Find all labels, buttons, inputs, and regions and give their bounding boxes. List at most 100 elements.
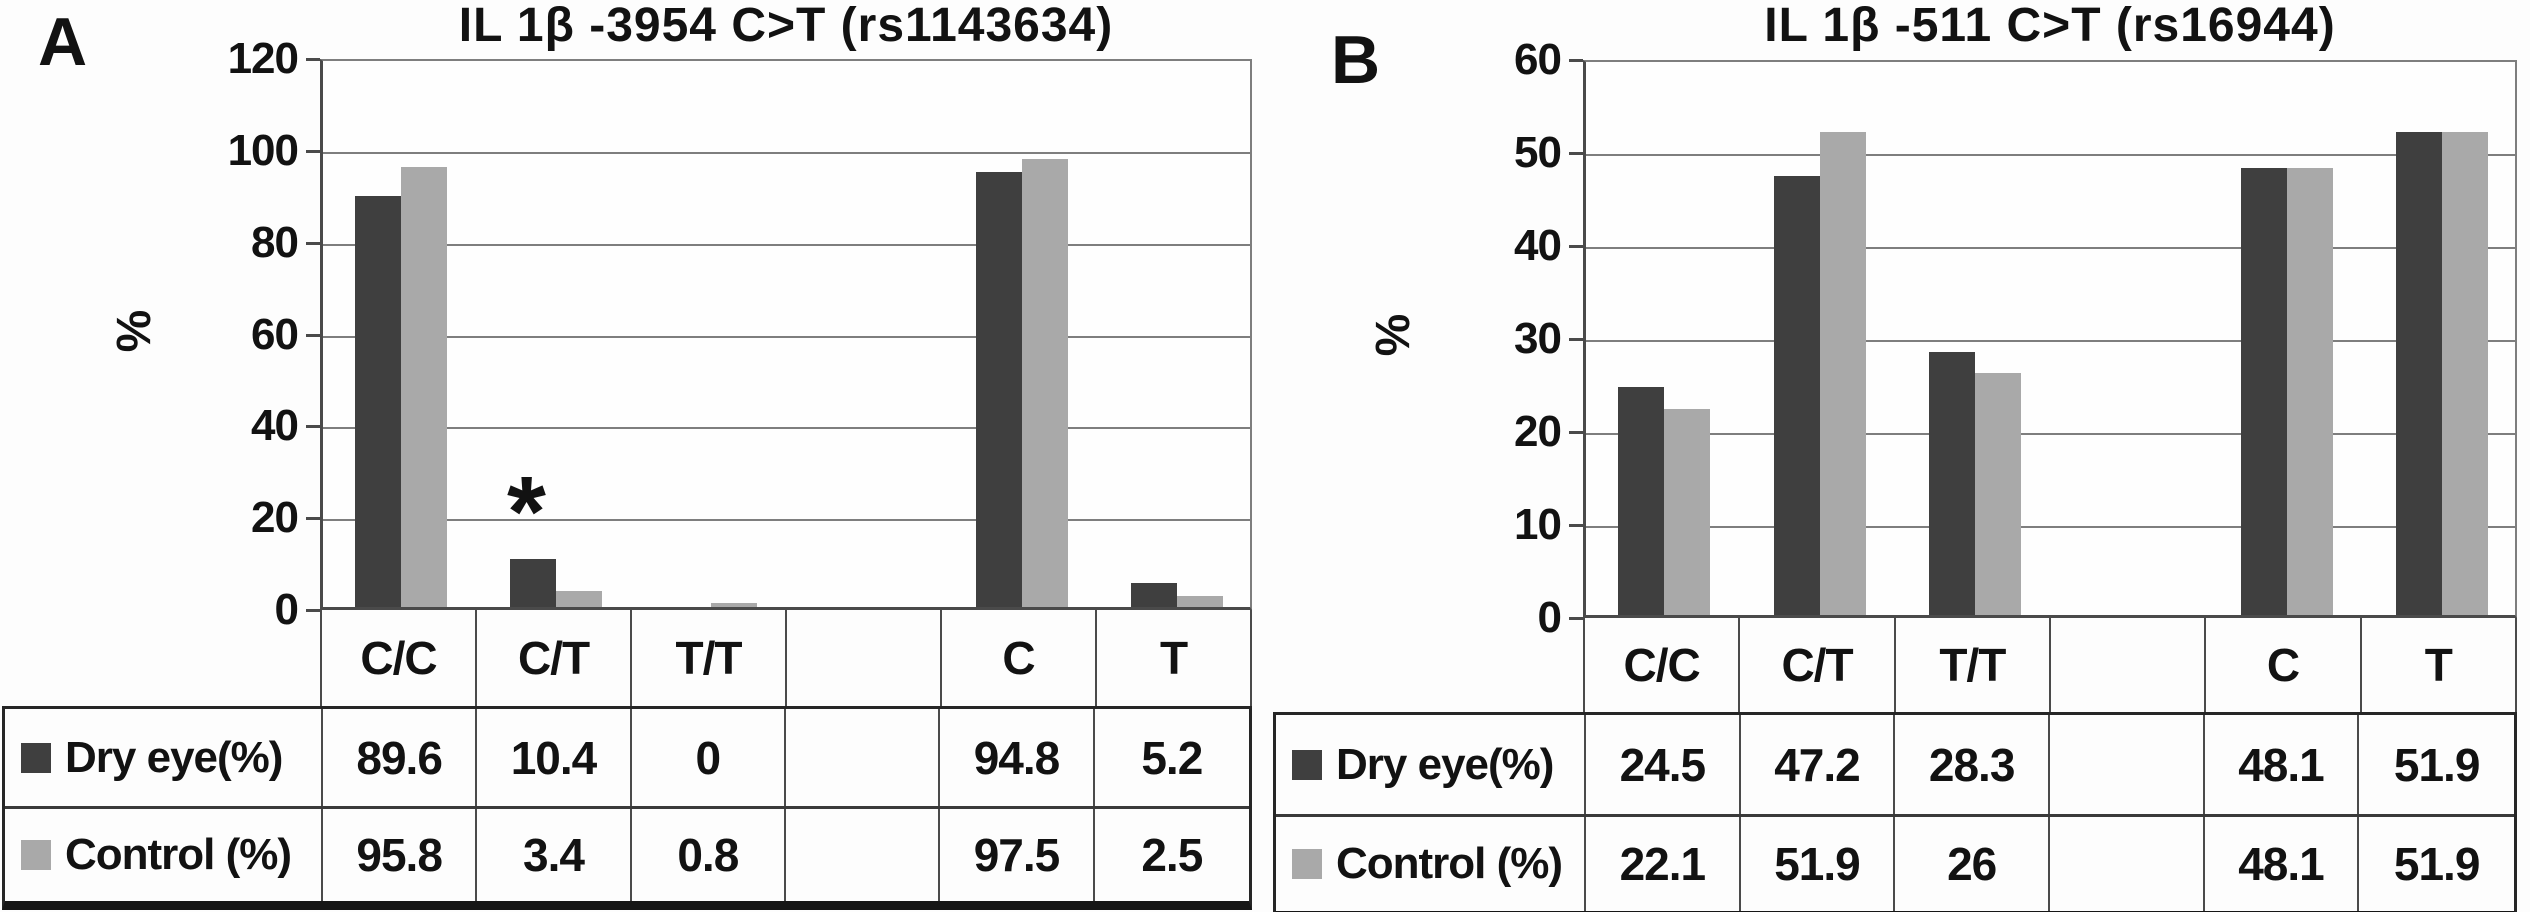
category-cell-t-t: T/T (1896, 618, 2051, 712)
category-cell-c-c: C/C (1585, 618, 1741, 712)
bar-dry-eye-t-t (1929, 352, 1975, 615)
value-cell-control-blank (786, 809, 941, 901)
gridline-40 (1586, 247, 2515, 249)
value-cell-control-t-t: 26 (1895, 817, 2050, 911)
gridline-60 (323, 335, 1250, 338)
value-cell-dry-eye-c-c: 24.5 (1586, 715, 1741, 814)
gridline-10 (1586, 526, 2515, 528)
category-cell-t: T (2362, 618, 2517, 712)
category-cell-c-t: C/T (1740, 618, 1896, 712)
y-tick-label-60: 60 (1514, 35, 1562, 84)
series-name-dry-eye: Dry eye(%) (1336, 739, 1554, 789)
legend-swatch-dry-eye (21, 742, 51, 773)
chart-a-plot-area (320, 59, 1252, 610)
value-cell-control-t: 51.9 (2393, 838, 2481, 890)
panel-b: B IL 1β -511 C>T (rs16944) % 0 10 20 30 40 50… (1265, 0, 2530, 912)
gridline-40 (323, 427, 1250, 430)
gridline-20 (1586, 433, 2515, 435)
legend-swatch-control (1292, 849, 1322, 879)
value-cell-dry-eye-c-c: 89.6 (323, 709, 478, 806)
y-tick-mark-40 (306, 425, 320, 429)
bar-control-t-t (711, 603, 757, 607)
series-name-dry-eye: Dry eye(%) (65, 732, 283, 782)
series-label-cell-dry-eye: Dry eye(%) (5, 709, 323, 806)
category-cell-c: C (2206, 618, 2362, 712)
data-table: Dry eye(%) 89.6 10.4 0 94.8 5.2 Control (%) 95.… (2, 706, 1252, 910)
y-tick-label-20: 20 (251, 493, 299, 543)
chart-a-title: IL 1β -3954 C>T (rs1143634) (458, 0, 1114, 52)
bar-control-c-c (401, 167, 447, 607)
bar-control-c-t (556, 591, 602, 607)
bar-control-c-c (1664, 409, 1710, 615)
bar-control-c-t (1820, 132, 1866, 615)
y-tick-mark-50 (1569, 152, 1583, 155)
category-header-row: C/C C/T T/T C T (1583, 618, 2517, 712)
bar-dry-eye-c-t (510, 559, 556, 607)
series-name-control: Control (%) (1336, 839, 1563, 888)
y-tick-mark-30 (1569, 338, 1583, 341)
value-cell-control-c: 97.5 (940, 809, 1095, 901)
y-tick-label-40: 40 (251, 401, 299, 451)
value-cell-control-blank (2050, 817, 2205, 911)
y-tick-label-60: 60 (251, 309, 299, 359)
category-header-row: C/C C/T T/T C T (320, 610, 1252, 706)
y-tick-label-100: 100 (227, 125, 299, 175)
panel-b-label: B (1331, 22, 1381, 98)
bar-dry-eye-c (2241, 168, 2287, 615)
value-cell-dry-eye-blank (786, 709, 941, 806)
y-tick-mark-0 (306, 609, 320, 612)
value-cell-dry-eye-blank (2050, 715, 2205, 814)
value-cell-dry-eye-t: 51.9 (2393, 738, 2481, 791)
value-cell-dry-eye-c: 94.8 (940, 709, 1095, 806)
value-cell-control-t: 2.5 (1141, 829, 1203, 881)
value-cell-control-c-t: 51.9 (1741, 817, 1896, 911)
value-cell-dry-eye-t: 5.2 (1141, 731, 1203, 784)
series-label-cell-control: Control (%) (1276, 817, 1586, 911)
significance-asterisk: * (507, 456, 546, 568)
value-cell-dry-eye-t-t: 0 (632, 709, 786, 806)
series-label-cell-dry-eye: Dry eye(%) (1276, 715, 1586, 814)
value-cell-control-c-t: 3.4 (477, 809, 632, 901)
value-cell-control-c: 48.1 (2205, 817, 2360, 911)
y-tick-mark-100 (306, 149, 320, 153)
y-tick-label-0: 0 (1537, 593, 1562, 642)
chart-b-title: IL 1β -511 C>T (rs16944) (1764, 0, 2336, 52)
legend-swatch-control (21, 840, 51, 870)
category-cell-blank (787, 610, 942, 706)
table-row-control: Control (%) 22.1 51.9 26 48.1 51.9 (1276, 817, 2514, 911)
y-tick-label-30: 30 (1514, 314, 1562, 363)
y-tick-label-20: 20 (1514, 407, 1562, 456)
series-name-control: Control (%) (65, 830, 292, 879)
value-cell-control-c-c: 22.1 (1586, 817, 1741, 911)
gridline-30 (1586, 340, 2515, 342)
y-tick-mark-80 (306, 241, 320, 245)
value-cell-dry-eye-c: 48.1 (2205, 715, 2360, 814)
value-cell-control-t-t: 0.8 (632, 809, 786, 901)
y-tick-mark-0 (1569, 617, 1583, 620)
y-tick-label-120: 120 (227, 34, 299, 83)
gridline-100 (323, 151, 1250, 154)
category-cell-c-t: C/T (477, 610, 632, 706)
y-tick-mark-40 (1569, 245, 1583, 248)
y-tick-mark-20 (306, 517, 320, 521)
y-tick-mark-60 (1569, 59, 1583, 62)
table-row-dry-eye: Dry eye(%) 89.6 10.4 0 94.8 5.2 (5, 709, 1249, 809)
panel-a: A IL 1β -3954 C>T (rs1143634) % 0 20 40 60 8… (2, 0, 1252, 910)
table-row-dry-eye: Dry eye(%) 24.5 47.2 28.3 48.1 51.9 (1276, 715, 2514, 817)
bar-control-t-t (1975, 373, 2021, 615)
value-cell-dry-eye-c-t: 47.2 (1741, 715, 1896, 814)
bar-control-c (1022, 159, 1068, 607)
gridline-50 (1586, 154, 2515, 156)
category-cell-c: C (942, 610, 1097, 706)
y-tick-label-50: 50 (1514, 128, 1562, 177)
panel-a-label: A (38, 4, 88, 80)
bar-control-t (1177, 596, 1223, 607)
chart-b-plot-area (1583, 60, 2517, 618)
y-tick-mark-60 (306, 333, 320, 337)
y-tick-mark-120 (306, 58, 320, 61)
y-tick-label-0: 0 (274, 585, 299, 634)
category-cell-t-t: T/T (632, 610, 787, 706)
bar-dry-eye-c-c (355, 196, 401, 607)
series-label-cell-control: Control (%) (5, 809, 323, 901)
